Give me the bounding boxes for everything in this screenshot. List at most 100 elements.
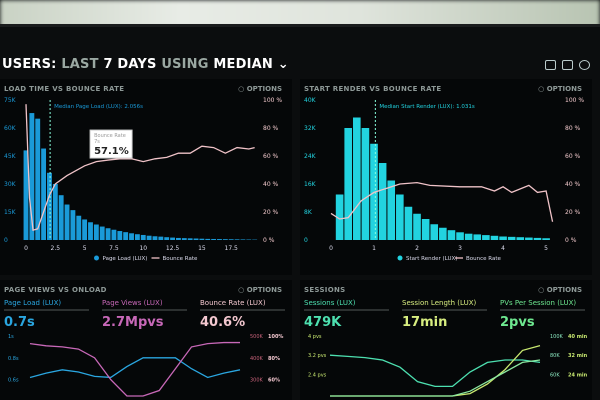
legend-label: Start Render (LUX)	[406, 256, 457, 262]
histogram-bar	[111, 229, 117, 240]
background-blur	[0, 0, 600, 28]
help-icon[interactable]	[579, 60, 590, 70]
histogram-bar	[70, 210, 76, 240]
histogram-bar	[507, 236, 516, 240]
legend-marker	[397, 255, 403, 261]
monitor-icon[interactable]	[545, 60, 556, 70]
histogram-bar	[490, 235, 499, 240]
y2-tick-label: 100 %	[263, 97, 282, 104]
chevron-down-icon[interactable]: ⌄	[277, 57, 289, 72]
histogram-bar	[134, 234, 140, 240]
histogram-bar	[82, 219, 88, 240]
histogram-bar	[199, 238, 205, 240]
y-tick-label: 24K	[304, 153, 317, 160]
histogram-bar	[533, 237, 542, 240]
panel-title: START RENDER VS BOUNCE RATE	[304, 85, 442, 93]
options-button[interactable]: ○ OPTIONS	[538, 286, 582, 294]
tooltip-title: Bounce Rate	[94, 133, 126, 139]
series-line	[29, 341, 240, 397]
histogram-bar	[52, 184, 58, 240]
y-tick-label: 15K	[4, 209, 17, 216]
histogram-bar	[129, 233, 134, 240]
histogram-bar	[542, 238, 550, 240]
histogram-bar	[456, 232, 464, 240]
histogram-bar	[430, 224, 439, 240]
y2-tick-label: 80 %	[263, 125, 279, 132]
options-button[interactable]: ○ OPTIONS	[538, 85, 582, 93]
y3-tick-label: 32 min	[568, 353, 588, 359]
start-render-chart: 0 8K 16K 24K 32K 40K 0 % 20 % 40 % 60 % 80 % 100 % 0…	[304, 97, 584, 262]
options-button[interactable]: ○ OPTIONS	[238, 85, 282, 93]
histogram-bar	[234, 239, 240, 240]
kpi-label: Page Load (LUX)	[4, 299, 61, 307]
histogram-bar	[93, 224, 99, 240]
histogram-bar	[193, 238, 199, 240]
histogram-bar	[516, 237, 525, 240]
title-part: USING	[161, 57, 209, 72]
median-label: Median Start Render (LUX): 1.031s	[379, 104, 474, 110]
share-icon[interactable]	[562, 60, 573, 70]
histogram-bar	[404, 206, 413, 240]
x-tick-label: 2	[415, 245, 419, 252]
title-prefix: USERS:	[2, 57, 57, 72]
y-tick-label: 75K	[4, 97, 17, 104]
y2-tick-label: 20 %	[565, 209, 581, 216]
histogram-bar	[222, 239, 228, 240]
y-tick-label: 3.2 pvs	[308, 353, 327, 359]
kpi-value: 2.7Mpvs	[102, 315, 164, 330]
histogram-bar	[240, 239, 246, 240]
y-tick-label: 0.6s	[8, 378, 19, 384]
x-tick-label: 10	[139, 245, 147, 252]
y3-tick-label: 80%	[268, 356, 280, 362]
y-tick-label: 0	[4, 237, 8, 244]
x-tick-label: 4	[501, 245, 505, 252]
kpi-value: 0.7s	[4, 315, 35, 330]
y-tick-label: 4 pvs	[308, 334, 322, 340]
y-tick-label: 16K	[304, 181, 317, 188]
series-line	[329, 354, 541, 388]
legend-label: Page Load (LUX)	[103, 256, 148, 262]
y3-tick-label: 100%	[268, 334, 283, 340]
y2-tick-label: 400K	[250, 356, 264, 362]
y3-tick-label: 60%	[268, 378, 280, 384]
histogram-bar	[211, 238, 217, 240]
title-metric: MEDIAN	[213, 57, 273, 72]
sessions-chart: Sessions (LUX) 479K Session Length (LUX) 17…	[304, 299, 588, 397]
histogram-bar	[525, 237, 533, 240]
x-tick-label: 0	[24, 245, 28, 252]
tooltip-box	[89, 129, 133, 159]
histogram-bar	[58, 195, 64, 240]
histogram-bar	[439, 227, 447, 240]
histogram-bar	[353, 117, 361, 240]
y2-tick-label: 80K	[550, 353, 560, 359]
histogram-bar	[421, 219, 430, 240]
y-tick-label: 30K	[4, 181, 17, 188]
y2-tick-label: 300K	[250, 378, 264, 384]
tooltip-value: 57.1%	[94, 146, 129, 157]
y2-tick-label: 100K	[550, 334, 564, 340]
histogram-bar	[123, 232, 129, 240]
y3-tick-label: 24 min	[568, 372, 588, 378]
load-time-chart: 0 15K 30K 45K 60K 75K 0 % 20 % 40 % 60 % 80 % 100 %…	[4, 97, 282, 262]
histogram-bar	[473, 234, 482, 240]
legend-label: Bounce Rate	[163, 256, 198, 262]
options-label: OPTIONS	[546, 85, 582, 93]
y-tick-label: 45K	[4, 153, 17, 160]
histogram-bar	[140, 234, 146, 240]
kpi-label: Page Views (LUX)	[102, 299, 163, 307]
histogram-bar	[335, 194, 344, 240]
sessions-panel: SESSIONS ○ OPTIONS Sessions (LUX) 479K Ses…	[300, 280, 592, 400]
histogram-bar	[181, 238, 187, 240]
options-button[interactable]: ○ OPTIONS	[238, 286, 282, 294]
x-tick-label: 15	[198, 245, 206, 252]
histogram-bar	[158, 236, 164, 240]
series-line	[29, 357, 241, 379]
y-tick-label: 8K	[304, 209, 313, 216]
kpi-label: Sessions (LUX)	[304, 299, 356, 307]
histogram-bar	[88, 222, 93, 240]
histogram-bar	[413, 213, 421, 240]
page-title[interactable]: USERS: LAST 7 DAYS USING MEDIAN ⌄	[2, 57, 289, 72]
y2-tick-label: 20 %	[263, 209, 279, 216]
histogram-bar	[105, 228, 111, 240]
y-tick-label: 40K	[304, 97, 317, 104]
